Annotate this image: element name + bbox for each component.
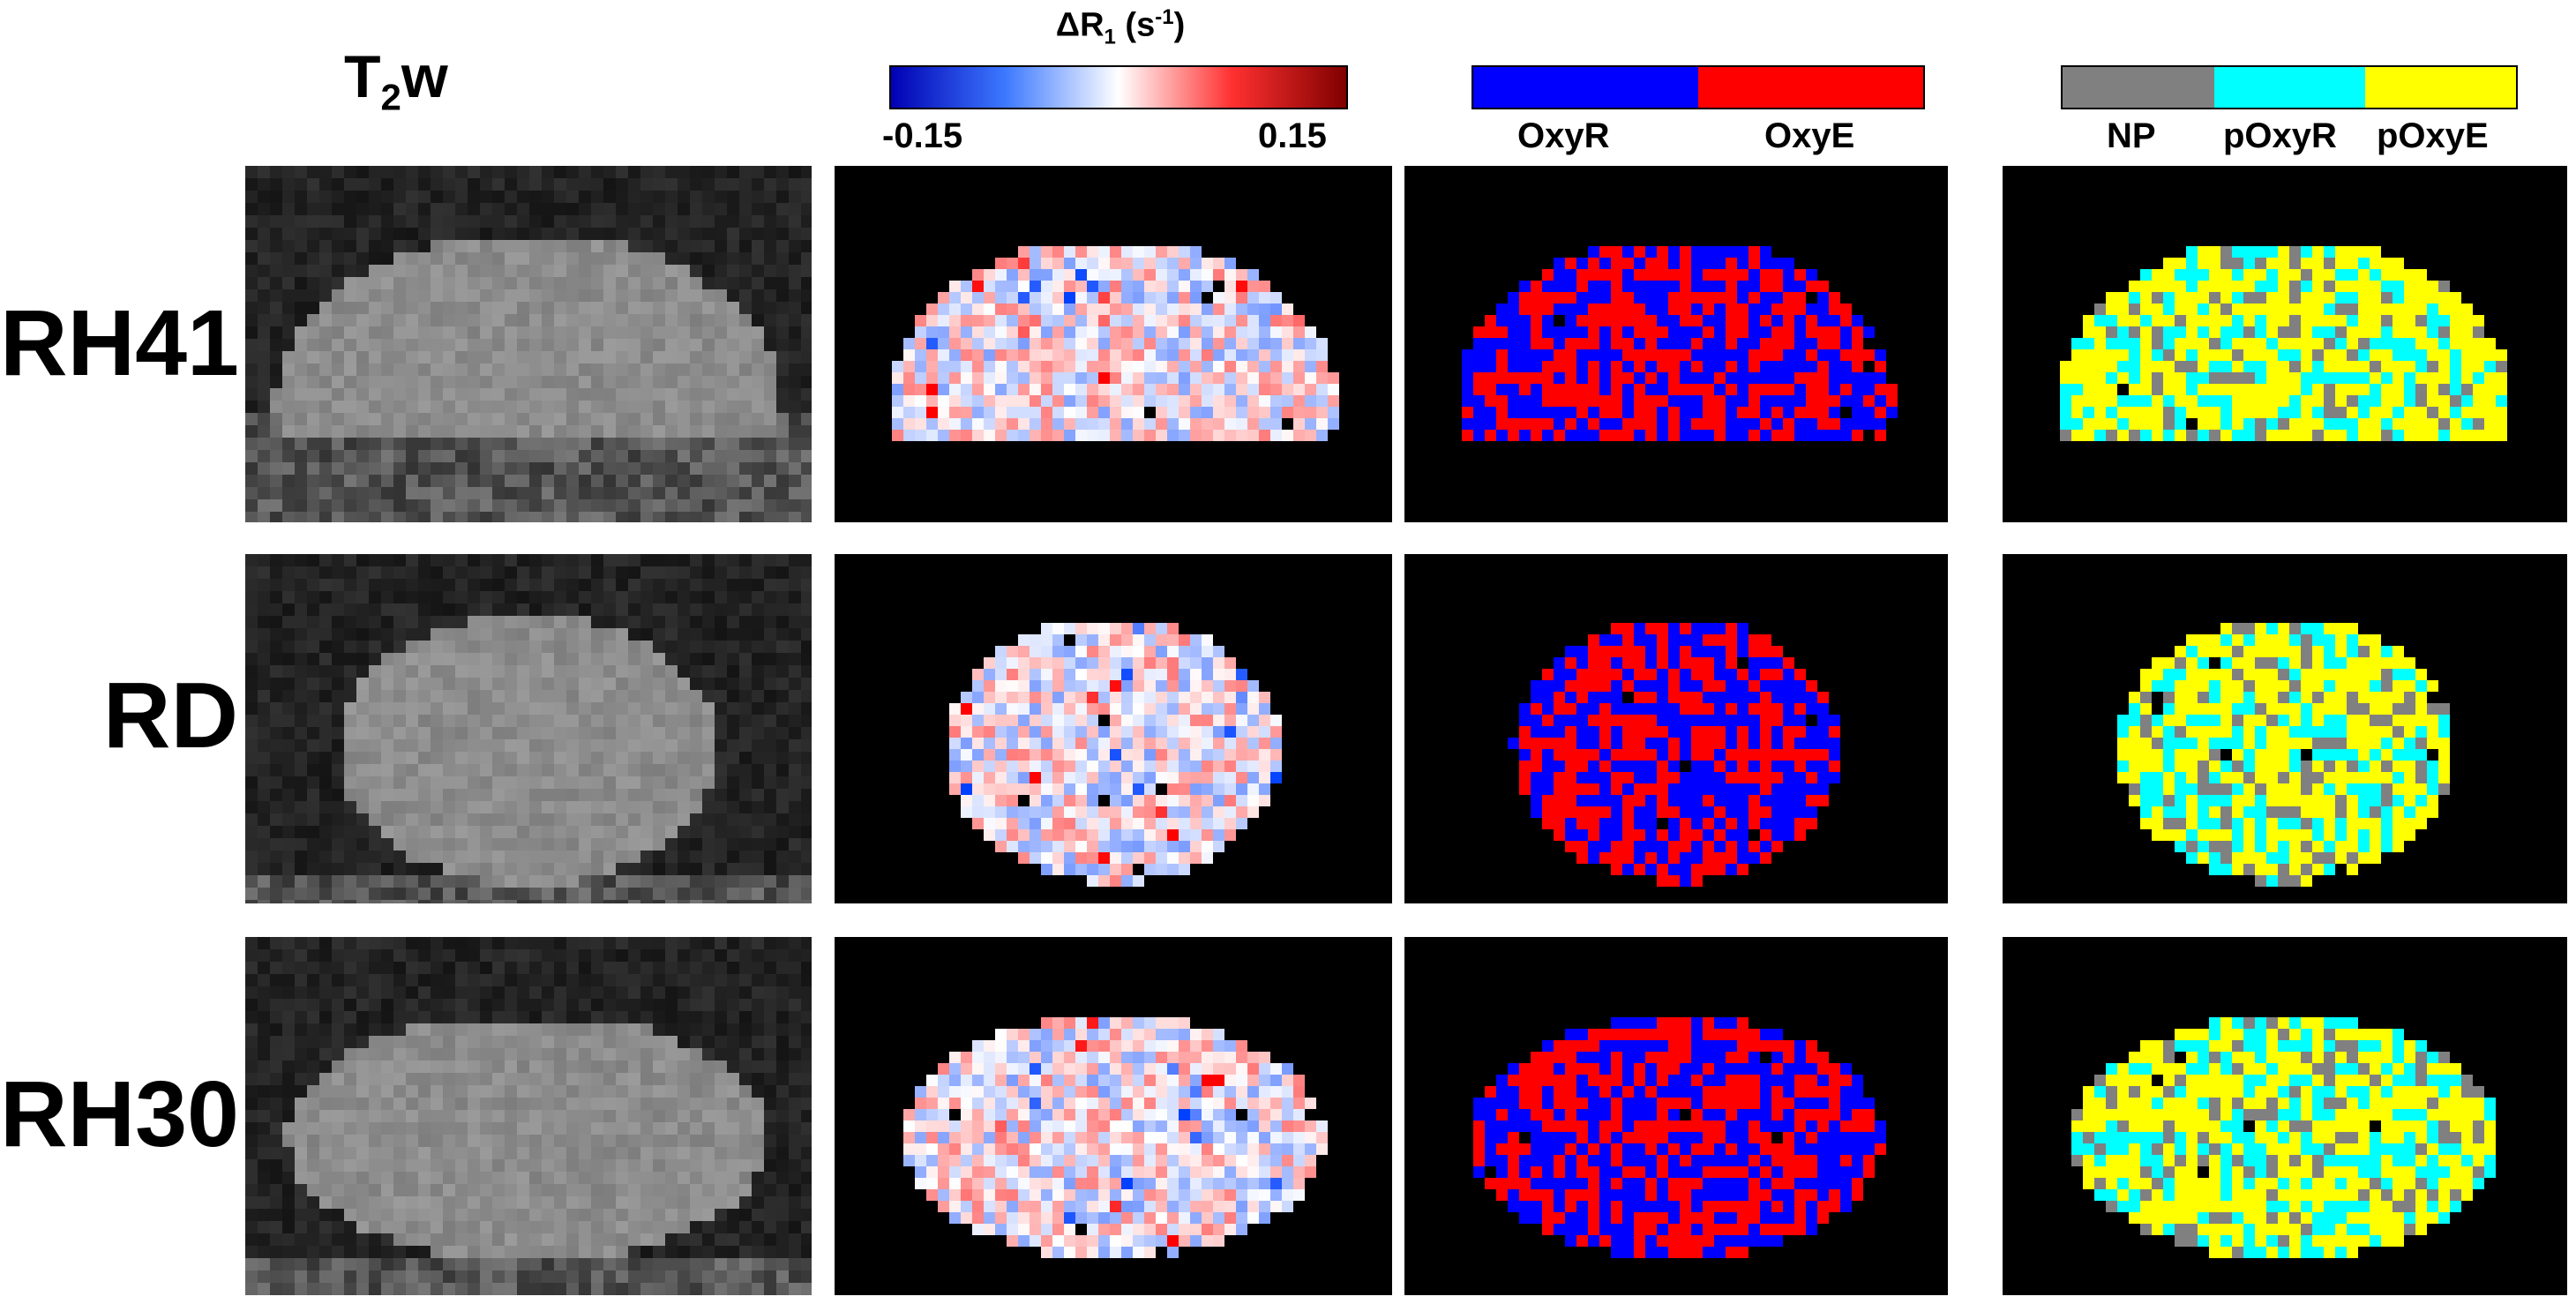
t2w-image-rd	[245, 554, 812, 903]
dr1-title-sub: 1	[1104, 25, 1116, 49]
poxyr-label: pOxyR	[2223, 116, 2337, 155]
poxy-map-rd	[2003, 554, 2567, 903]
delta-r1-map-rh41	[835, 166, 1392, 522]
oxye-label: OxyE	[1764, 116, 1855, 155]
dr1-title-main: ΔR	[1055, 6, 1105, 44]
oxye-color-segment	[1698, 67, 1923, 108]
dr1-colorbar	[889, 65, 1348, 109]
poxyr-color-segment	[2213, 67, 2365, 108]
np-label: NP	[2107, 116, 2156, 155]
poxy-map-rh41	[2003, 166, 2567, 522]
dr1-unit-sup: -1	[1155, 5, 1174, 29]
row-label-rh41: RH41	[0, 291, 240, 395]
t2w-title-text: T	[344, 43, 381, 110]
dr1-unit-close: )	[1173, 6, 1186, 44]
delta-r1-map-rd	[835, 554, 1392, 903]
dr1-max-label: 0.15	[1258, 116, 1327, 155]
t2w-column-title: T2w	[344, 42, 448, 119]
t2w-title-subscript: 2	[380, 76, 401, 118]
oxyr-color-segment	[1473, 67, 1698, 108]
oxy-colorbar	[1471, 65, 1925, 109]
t2w-image-rh41	[245, 166, 812, 522]
t2w-image-rh30	[245, 937, 812, 1295]
delta-r1-map-rh30	[835, 937, 1392, 1295]
t2w-title-tail: w	[401, 43, 448, 110]
poxye-label: pOxyE	[2377, 116, 2489, 155]
oxy-map-rh30	[1404, 937, 1948, 1295]
poxy-colorbar	[2061, 65, 2518, 109]
row-label-rh30: RH30	[0, 1062, 240, 1166]
poxy-map-rh30	[2003, 937, 2567, 1295]
oxyr-label: OxyR	[1517, 116, 1610, 155]
oxy-map-rd	[1404, 554, 1948, 903]
dr1-colorbar-title: ΔR1 (s-1)	[882, 5, 1359, 49]
row-label-rd: RD	[102, 663, 238, 768]
np-color-segment	[2063, 67, 2214, 108]
dr1-unit-open: (s	[1115, 6, 1156, 44]
oxy-map-rh41	[1404, 166, 1948, 522]
dr1-min-label: -0.15	[882, 116, 963, 155]
poxye-color-segment	[2364, 67, 2516, 108]
